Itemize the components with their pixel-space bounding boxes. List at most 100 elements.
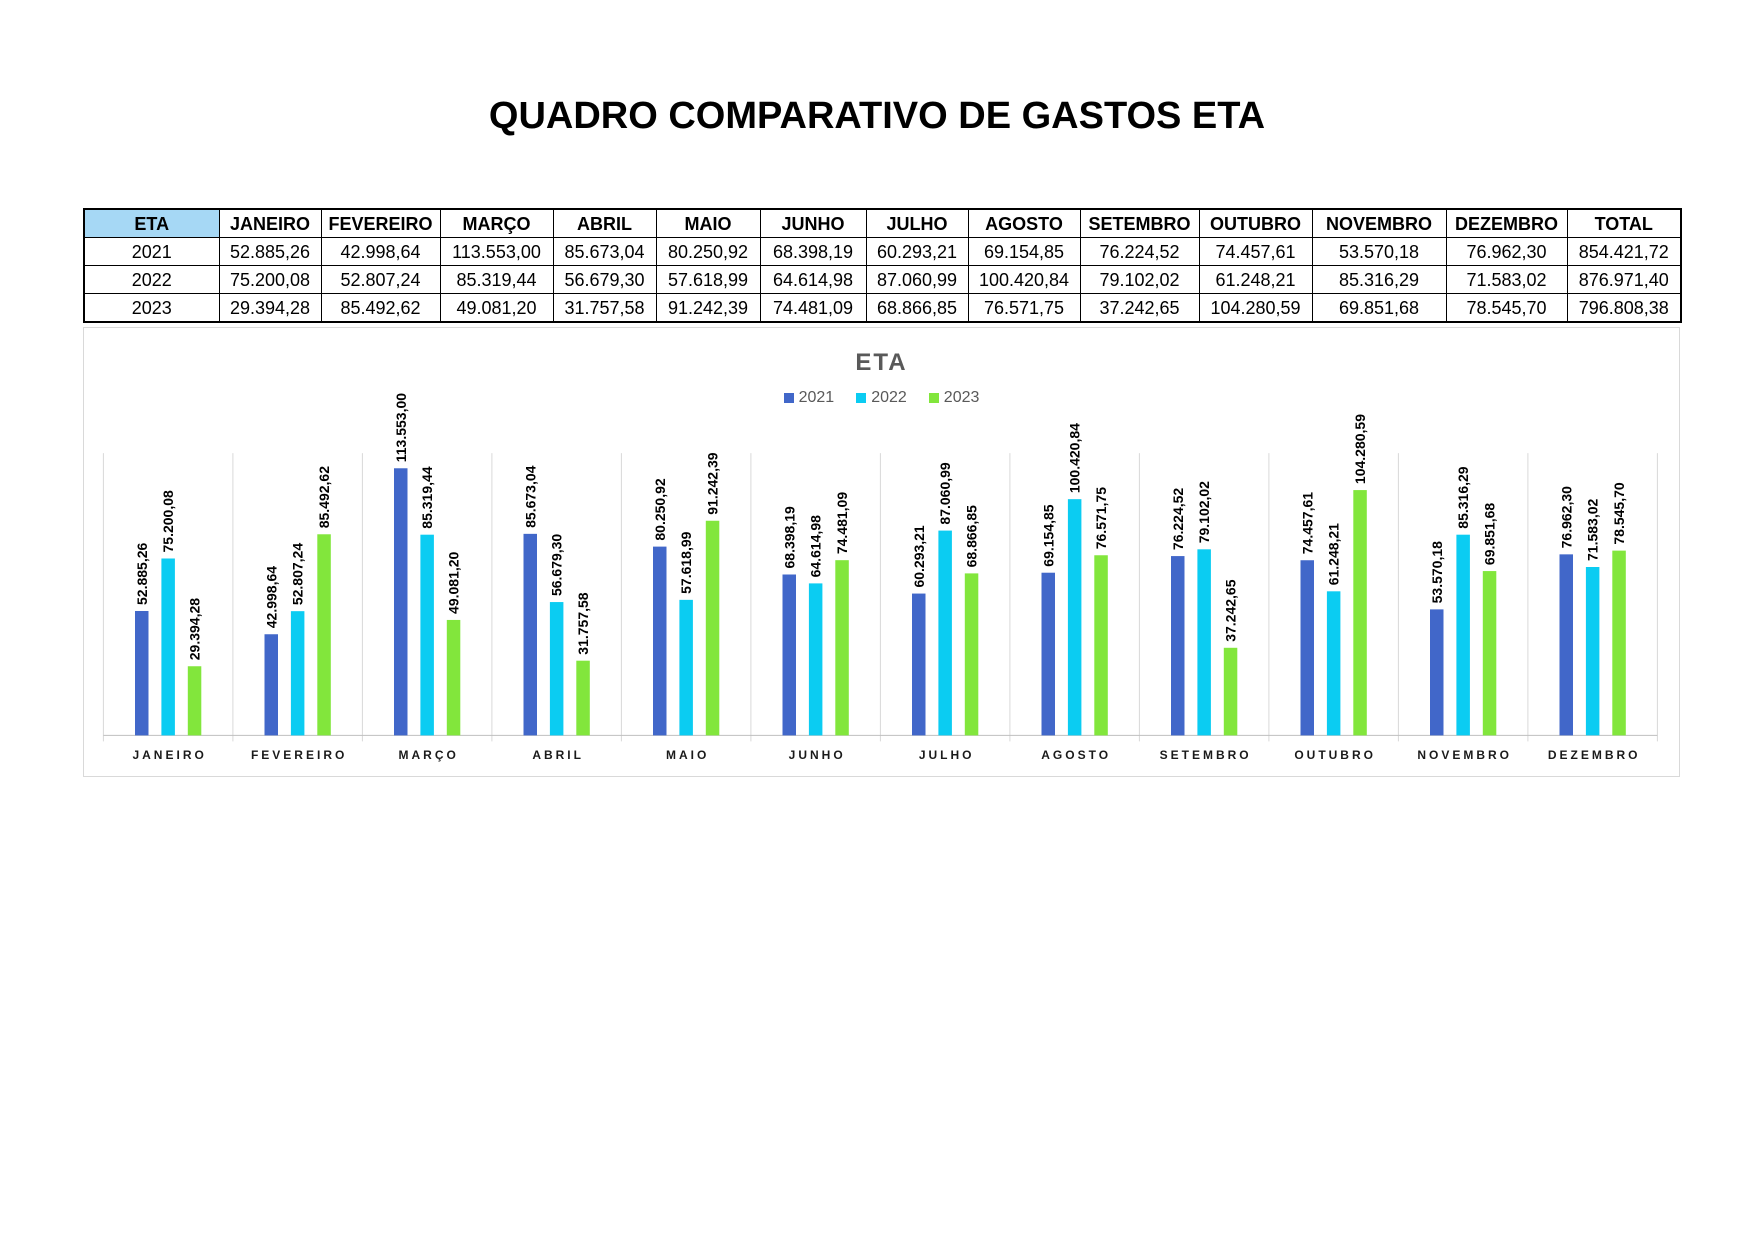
bar-2023-10 [1482, 571, 1497, 736]
data-label: 71.583,02 [1585, 499, 1601, 561]
bar-2021-7 [1041, 572, 1055, 736]
value-cell: 100.420,84 [967, 265, 1081, 294]
value-cell: 49.081,20 [439, 293, 554, 323]
value-cell: 56.679,30 [552, 265, 657, 294]
value-cell: 76.224,52 [1079, 237, 1200, 266]
value-cell: 52.807,24 [320, 265, 441, 294]
table-header-row: ETA JANEIRO FEVEREIRO MARÇO ABRIL MAIO JUNHO JU… [83, 208, 1682, 238]
value-cell: 113.553,00 [439, 237, 554, 266]
chart-container: 52.885,26 42.998,64 113.553,00 85.673,04 80.… [83, 327, 1680, 777]
bar-2022-4 [679, 599, 693, 736]
bar-2023-0 [187, 666, 202, 736]
legend-swatch [856, 393, 867, 403]
bar-2023-11 [1612, 550, 1626, 736]
column-header-total: TOTAL [1566, 208, 1682, 238]
data-label: 57.618,99 [678, 531, 694, 593]
x-tick-label: MAIO [666, 748, 709, 762]
column-header-month: FEVEREIRO [320, 208, 441, 238]
bar-2021-10 [1430, 609, 1444, 736]
value-cell: 85.316,29 [1311, 265, 1447, 294]
bar-2021-5 [782, 574, 796, 736]
value-cell: 78.545,70 [1445, 293, 1568, 323]
legend-item: 2023 [928, 388, 980, 408]
value-cell: 29.394,28 [218, 293, 322, 323]
bar-2021-8 [1171, 556, 1185, 736]
data-label: 52.807,24 [290, 543, 306, 605]
column-header-month: JUNHO [759, 208, 867, 238]
column-header-month: JULHO [865, 208, 969, 238]
data-label: 61.248,21 [1326, 523, 1342, 585]
data-label: 68.866,85 [964, 505, 980, 567]
data-label: 64.614,98 [808, 515, 824, 577]
data-label: 85.673,04 [522, 465, 538, 527]
total-cell: 796.808,38 [1566, 293, 1682, 323]
total-cell: 854.421,72 [1566, 237, 1682, 266]
data-label: 91.242,39 [705, 452, 721, 514]
bar-2022-7 [1067, 499, 1082, 736]
data-label: 74.481,09 [834, 492, 850, 554]
value-cell: 79.102,02 [1079, 265, 1200, 294]
data-label: 69.851,68 [1482, 503, 1498, 565]
value-cell: 74.457,61 [1198, 237, 1313, 266]
bar-2022-3 [549, 602, 564, 736]
legend-swatch [928, 393, 939, 403]
bar-2022-9 [1326, 591, 1341, 736]
x-tick-label: FEVEREIRO [251, 748, 347, 762]
table-row: 2022 75.200,08 52.807,24 85.319,44 56.679,30… [83, 265, 1682, 294]
data-label: 56.679,30 [549, 534, 565, 596]
value-cell: 60.293,21 [865, 237, 969, 266]
bar-2021-9 [1300, 560, 1314, 736]
bar-2022-10 [1456, 534, 1470, 736]
bar-2023-3 [576, 660, 590, 736]
data-label: 85.492,62 [316, 466, 332, 528]
value-cell: 74.481,09 [759, 293, 867, 323]
data-label: 60.293,21 [911, 525, 927, 587]
value-cell: 85.319,44 [439, 265, 554, 294]
year-cell: 2022 [83, 265, 220, 294]
chart-title: ETA [855, 349, 908, 376]
value-cell: 31.757,58 [552, 293, 657, 323]
bar-2023-9 [1353, 490, 1367, 736]
data-label: 87.060,99 [937, 462, 953, 524]
column-header-month: NOVEMBRO [1311, 208, 1447, 238]
column-header-month: JANEIRO [218, 208, 322, 238]
bar-2023-1 [317, 534, 331, 736]
legend-label: 2022 [871, 389, 907, 406]
data-label: 113.553,00 [393, 393, 409, 463]
data-label: 37.242,65 [1223, 579, 1239, 641]
bar-2021-6 [912, 593, 926, 736]
legend-label: 2023 [943, 389, 980, 406]
data-label: 85.319,44 [419, 466, 435, 528]
legend-swatch [783, 393, 794, 403]
data-label: 85.316,29 [1455, 466, 1471, 528]
bar-2021-3 [523, 533, 537, 736]
table-body: 2021 52.885,26 42.998,64 113.553,00 85.673,0… [83, 237, 1682, 323]
table-header: ETA JANEIRO FEVEREIRO MARÇO ABRIL MAIO JUNHO JU… [83, 208, 1682, 238]
x-tick-label: SETEMBRO [1160, 748, 1252, 762]
value-cell: 71.583,02 [1445, 265, 1568, 294]
x-tick-label: JUNHO [789, 748, 846, 762]
bar-2022-2 [420, 534, 434, 736]
data-label: 100.420,84 [1067, 423, 1083, 493]
x-tick-label: NOVEMBRO [1417, 748, 1512, 762]
value-cell: 76.962,30 [1445, 237, 1568, 266]
x-tick-label: JANEIRO [132, 748, 206, 762]
data-label: 68.398,19 [781, 506, 797, 568]
value-cell: 37.242,65 [1079, 293, 1200, 323]
bar-2023-6 [964, 573, 979, 736]
table-row: 2021 52.885,26 42.998,64 113.553,00 85.673,0… [83, 237, 1682, 266]
value-cell: 69.851,68 [1311, 293, 1447, 323]
data-label: 79.102,02 [1196, 481, 1212, 543]
x-tick-label: OUTUBRO [1294, 748, 1376, 762]
bar-2021-11 [1559, 554, 1573, 736]
value-cell: 75.200,08 [218, 265, 322, 294]
value-cell: 68.866,85 [865, 293, 969, 323]
value-cell: 57.618,99 [655, 265, 761, 294]
value-cell: 69.154,85 [967, 237, 1081, 266]
value-cell: 85.492,62 [320, 293, 441, 323]
value-cell: 42.998,64 [320, 237, 441, 266]
data-label: 76.962,30 [1558, 486, 1574, 548]
data-label: 49.081,20 [446, 551, 462, 613]
bar-2021-1 [264, 634, 278, 736]
column-header-month: SETEMBRO [1079, 208, 1200, 238]
